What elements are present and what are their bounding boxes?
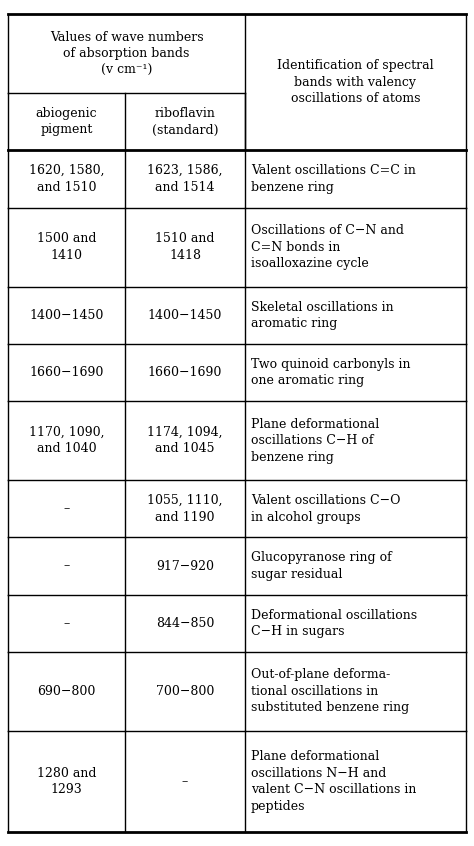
- Text: 1660−1690: 1660−1690: [29, 366, 104, 379]
- Text: Valent oscillations C−O
in alcohol groups: Valent oscillations C−O in alcohol group…: [251, 494, 401, 524]
- Text: Deformational oscillations
C−H in sugars: Deformational oscillations C−H in sugars: [251, 608, 417, 638]
- Text: 917−920: 917−920: [156, 559, 214, 573]
- Text: Out-of-plane deforma-
tional oscillations in
substituted benzene ring: Out-of-plane deforma- tional oscillation…: [251, 668, 409, 715]
- Text: 844−850: 844−850: [156, 617, 214, 629]
- Text: Plane deformational
oscillations C−H of
benzene ring: Plane deformational oscillations C−H of …: [251, 418, 379, 464]
- Text: 1280 and
1293: 1280 and 1293: [37, 766, 96, 796]
- Text: 1500 and
1410: 1500 and 1410: [37, 233, 96, 262]
- Text: –: –: [64, 503, 70, 515]
- Text: 1510 and
1418: 1510 and 1418: [155, 233, 215, 262]
- Text: Oscillations of C−N and
C=N bonds in
isoalloxazine cycle: Oscillations of C−N and C=N bonds in iso…: [251, 224, 404, 270]
- Text: –: –: [64, 617, 70, 629]
- Text: Skeletal oscillations in
aromatic ring: Skeletal oscillations in aromatic ring: [251, 300, 393, 330]
- Text: Values of wave numbers
of absorption bands
(v cm⁻¹): Values of wave numbers of absorption ban…: [50, 30, 203, 76]
- Text: 1660−1690: 1660−1690: [148, 366, 222, 379]
- Text: Identification of spectral
bands with valency
oscillations of atoms: Identification of spectral bands with va…: [277, 59, 434, 105]
- Text: Valent oscillations C=C in
benzene ring: Valent oscillations C=C in benzene ring: [251, 164, 416, 194]
- Text: Glucopyranose ring of
sugar residual: Glucopyranose ring of sugar residual: [251, 552, 392, 581]
- Text: 1623, 1586,
and 1514: 1623, 1586, and 1514: [147, 164, 223, 194]
- Text: Two quinoid carbonyls in
one aromatic ring: Two quinoid carbonyls in one aromatic ri…: [251, 358, 410, 387]
- Text: 700−800: 700−800: [156, 685, 214, 698]
- Text: 1174, 1094,
and 1045: 1174, 1094, and 1045: [147, 426, 223, 455]
- Text: 1400−1450: 1400−1450: [29, 309, 104, 321]
- Text: 1400−1450: 1400−1450: [148, 309, 222, 321]
- Text: abiogenic
pigment: abiogenic pigment: [36, 107, 97, 136]
- Text: 1620, 1580,
and 1510: 1620, 1580, and 1510: [29, 164, 104, 194]
- Text: –: –: [182, 775, 188, 788]
- Text: riboflavin
(standard): riboflavin (standard): [152, 107, 218, 136]
- Text: 1170, 1090,
and 1040: 1170, 1090, and 1040: [29, 426, 104, 455]
- Text: 690−800: 690−800: [37, 685, 96, 698]
- Text: –: –: [64, 559, 70, 573]
- Text: Plane deformational
oscillations N−H and
valent C−N oscillations in
peptides: Plane deformational oscillations N−H and…: [251, 750, 416, 813]
- Text: 1055, 1110,
and 1190: 1055, 1110, and 1190: [147, 494, 223, 524]
